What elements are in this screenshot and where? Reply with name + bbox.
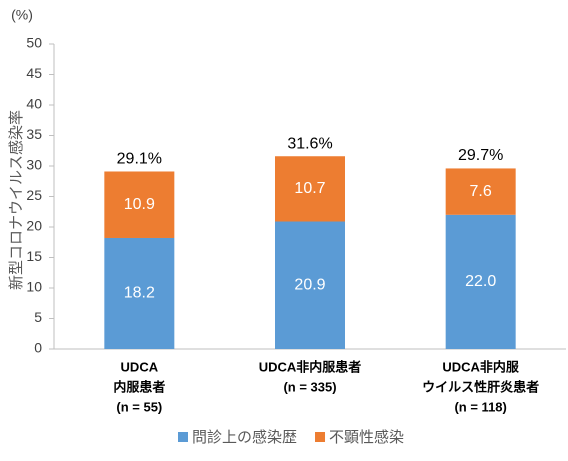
y-tick-label: 35	[26, 126, 42, 142]
total-label: 29.7%	[458, 147, 503, 164]
value-label: 18.2	[124, 285, 155, 302]
bar-segment	[445, 214, 516, 349]
value-label: 22.0	[465, 273, 496, 290]
total-label: 31.6%	[287, 135, 332, 152]
x-tick-label: UDCA非内服患者	[259, 359, 362, 374]
x-tick-label: (n = 335)	[283, 379, 336, 394]
y-axis-label: 新型コロナウイルス感染率	[8, 110, 25, 290]
value-label: 10.7	[294, 180, 325, 197]
bar-segment	[104, 237, 175, 349]
y-tick-label: 20	[26, 218, 42, 234]
bar-segment	[275, 156, 345, 222]
value-label: 10.9	[124, 196, 155, 213]
legend-swatch	[315, 432, 326, 442]
y-tick-label: 15	[26, 248, 42, 264]
x-tick-label: 内服患者	[113, 379, 165, 394]
y-tick-label: 40	[26, 96, 42, 112]
y-tick-label: 10	[26, 279, 42, 295]
y-unit: (%)	[11, 7, 33, 23]
x-tick-label: UDCA	[121, 359, 159, 374]
value-label: 20.9	[294, 276, 325, 293]
x-tick-label: ウイルス性肝炎患者	[422, 379, 539, 394]
y-tick-label: 5	[34, 309, 42, 325]
y-tick-label: 25	[26, 187, 42, 203]
x-tick-label: (n = 118)	[454, 399, 506, 414]
legend-label: 不顕性感染	[329, 429, 404, 446]
y-tick-label: 50	[26, 35, 42, 51]
x-tick-label: (n = 55)	[116, 399, 162, 414]
total-label: 29.1%	[117, 151, 162, 168]
bar-segment	[275, 221, 345, 349]
legend-swatch	[178, 432, 188, 442]
y-tick-label: 0	[34, 340, 42, 356]
legend-label: 問診上の感染歴	[192, 429, 297, 446]
bar-segment	[104, 171, 175, 238]
bar-segment	[445, 168, 516, 215]
x-tick-label: UDCA非内服	[442, 359, 520, 374]
value-label: 7.6	[470, 183, 492, 200]
y-tick-label: 30	[26, 157, 42, 173]
y-tick-label: 45	[26, 65, 42, 81]
